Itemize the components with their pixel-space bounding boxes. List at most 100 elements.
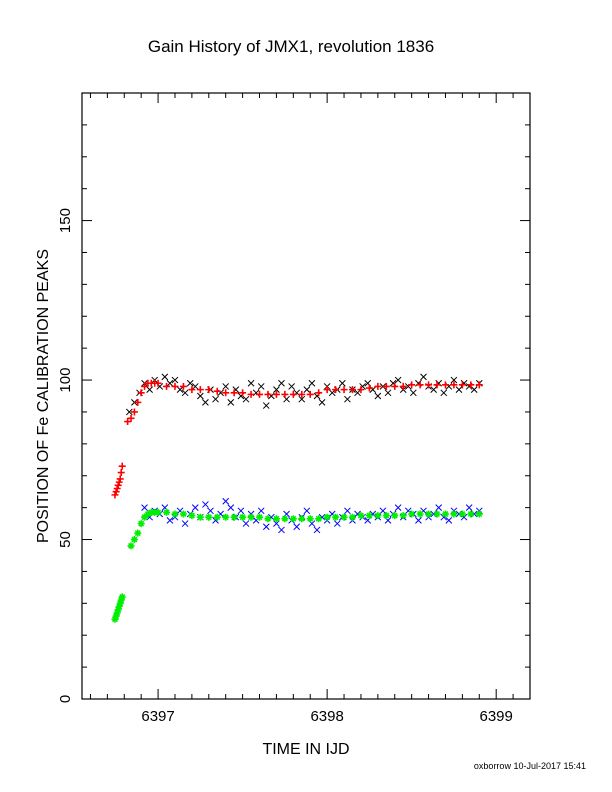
data-point bbox=[166, 517, 174, 524]
data-point bbox=[315, 515, 323, 523]
data-point bbox=[384, 389, 392, 397]
data-point bbox=[262, 402, 270, 409]
data-point bbox=[256, 513, 264, 521]
data-point bbox=[222, 513, 230, 521]
data-point bbox=[344, 507, 351, 515]
data-point bbox=[111, 615, 119, 623]
data-point bbox=[455, 386, 463, 393]
data-point bbox=[450, 381, 458, 389]
data-point bbox=[365, 512, 373, 520]
data-point bbox=[323, 386, 331, 394]
data-point bbox=[272, 515, 280, 523]
data-point bbox=[256, 390, 264, 398]
data-point bbox=[399, 382, 407, 390]
y-axis-label: POSITION OF Fe CALIBRATION PEAKS bbox=[35, 249, 52, 543]
data-point bbox=[293, 523, 301, 531]
data-point bbox=[242, 395, 250, 403]
data-point bbox=[264, 390, 272, 398]
data-point bbox=[222, 497, 230, 505]
data-point bbox=[306, 515, 314, 523]
data-point bbox=[420, 373, 427, 381]
data-point bbox=[344, 395, 351, 403]
data-point bbox=[430, 386, 437, 393]
data-point bbox=[382, 382, 390, 390]
y-tick-label: 100 bbox=[57, 368, 74, 393]
data-point bbox=[435, 504, 443, 511]
data-point bbox=[239, 389, 247, 397]
data-point bbox=[289, 515, 297, 523]
data-point bbox=[230, 389, 238, 397]
y-tick-label: 0 bbox=[57, 695, 74, 703]
data-point bbox=[181, 520, 189, 527]
data-point bbox=[357, 512, 365, 520]
x-tick-label: 6399 bbox=[480, 708, 513, 725]
data-point bbox=[303, 507, 311, 515]
data-point bbox=[137, 520, 145, 528]
data-point bbox=[298, 395, 306, 403]
data-point bbox=[416, 381, 424, 389]
data-point bbox=[408, 381, 416, 389]
data-point bbox=[354, 389, 361, 397]
data-point bbox=[115, 478, 123, 486]
data-point bbox=[163, 508, 171, 516]
data-point bbox=[213, 387, 221, 395]
data-point bbox=[239, 513, 247, 521]
data-point bbox=[399, 512, 407, 520]
y-tick-label: 50 bbox=[57, 531, 74, 548]
data-point bbox=[308, 379, 316, 387]
data-point bbox=[188, 386, 196, 394]
data-point bbox=[333, 520, 341, 527]
data-point bbox=[278, 526, 285, 534]
data-point bbox=[374, 512, 382, 520]
data-point bbox=[237, 507, 245, 515]
data-point bbox=[272, 390, 280, 398]
data-point bbox=[298, 515, 306, 523]
data-point bbox=[281, 515, 289, 523]
data-point bbox=[127, 414, 135, 422]
chart-title: Gain History of JMX1, revolution 1836 bbox=[148, 37, 434, 56]
data-point bbox=[115, 603, 123, 611]
data-point bbox=[394, 504, 402, 511]
data-point bbox=[171, 382, 179, 390]
data-point bbox=[470, 386, 478, 393]
data-point bbox=[205, 513, 213, 521]
data-point bbox=[315, 389, 323, 397]
data-point bbox=[445, 517, 453, 524]
data-point bbox=[289, 390, 297, 398]
data-point bbox=[202, 501, 209, 508]
data-point bbox=[374, 382, 382, 390]
data-point bbox=[134, 398, 142, 406]
data-point bbox=[171, 510, 179, 518]
data-point bbox=[257, 383, 265, 390]
data-point bbox=[328, 389, 336, 397]
data-point bbox=[186, 379, 194, 387]
data-marks bbox=[111, 373, 483, 623]
data-point bbox=[205, 386, 213, 394]
data-point bbox=[318, 399, 326, 406]
data-point bbox=[179, 382, 187, 390]
data-point bbox=[137, 389, 145, 397]
data-point bbox=[278, 379, 285, 387]
data-point bbox=[181, 389, 189, 397]
data-point bbox=[130, 536, 138, 544]
data-point bbox=[425, 381, 433, 389]
data-point bbox=[303, 386, 311, 393]
data-point bbox=[191, 504, 199, 511]
data-point bbox=[338, 379, 346, 387]
data-point bbox=[441, 510, 449, 518]
data-point bbox=[163, 382, 171, 390]
data-point bbox=[144, 510, 152, 518]
data-point bbox=[425, 510, 433, 518]
data-point bbox=[340, 513, 348, 521]
data-point bbox=[230, 513, 238, 521]
data-point bbox=[348, 386, 356, 394]
data-point bbox=[467, 381, 475, 389]
data-point bbox=[125, 408, 133, 416]
data-point bbox=[475, 510, 483, 518]
data-point bbox=[113, 484, 121, 492]
data-point bbox=[222, 389, 230, 397]
data-point bbox=[247, 379, 255, 387]
data-point bbox=[117, 469, 125, 477]
series-3 bbox=[111, 508, 483, 623]
data-point bbox=[196, 386, 204, 394]
